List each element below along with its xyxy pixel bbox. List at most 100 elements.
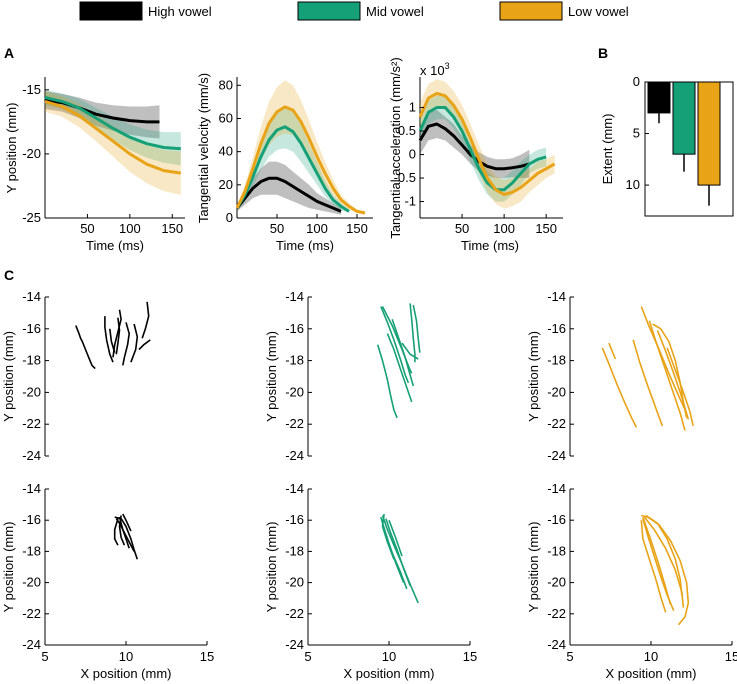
y-axis-label: Extent (mm): [600, 114, 615, 185]
x-tick-label: 15: [463, 649, 477, 664]
trajectory-line: [381, 523, 405, 583]
trajectory-line: [138, 339, 151, 351]
trajectory-line: [648, 320, 686, 431]
y-tick-label: -18: [547, 353, 566, 368]
trajectory-line: [118, 516, 130, 549]
x-axis-label: Time (ms): [276, 238, 334, 253]
series-line-low: [418, 91, 556, 196]
trajectory-line: [401, 342, 419, 360]
panel-label-c: C: [4, 267, 14, 283]
x-tick-label: 15: [725, 649, 737, 664]
band-low: [420, 79, 555, 209]
y-tick-label: 0: [409, 147, 416, 162]
x-tick-label: 100: [119, 221, 141, 236]
legend-label-high: High vowel: [148, 4, 212, 19]
trajectory-line: [109, 328, 116, 353]
x-tick-label: 10: [382, 649, 396, 664]
y-tick-label: -22: [22, 606, 41, 621]
y-tick-label: -20: [285, 575, 304, 590]
y-tick-label: -15: [22, 82, 41, 97]
y-tick-label: 5: [633, 126, 640, 141]
trajectory-line: [391, 319, 415, 387]
y-tick-label: -14: [285, 289, 304, 304]
y-tick-label: -20: [285, 384, 304, 399]
y-tick-label: -22: [547, 416, 566, 431]
panel-label-a: A: [4, 45, 14, 61]
band-low: [237, 80, 365, 215]
trajectory-line: [645, 514, 683, 596]
y-tick-label: 0.5: [398, 123, 416, 138]
y-tick-label: 20: [219, 177, 233, 192]
trajectory-panel-high-1: -14 -16 -18 -20 -22 -24 Y position (mm) 5 10 15 X …: [1, 481, 214, 681]
y-tick-label: -20: [547, 384, 566, 399]
series-line-mid: [44, 96, 181, 151]
trajectory-line: [75, 325, 96, 370]
y-tick-label: -16: [285, 321, 304, 336]
trajectory-line: [130, 323, 139, 363]
x-tick-label: 5: [566, 649, 573, 664]
y-tick-label: -20: [22, 146, 41, 161]
series-line-high: [235, 176, 342, 213]
y-tick-label: 0: [226, 210, 233, 225]
y-tick-label: -16: [285, 512, 304, 527]
y-tick-label: 0: [633, 74, 640, 89]
y-position-chart: 50 100 150 -15 -20 -25 Y position (mm) Time (…: [4, 77, 185, 253]
y-tick-label: -24: [22, 448, 41, 463]
tangential-acceleration-chart: 50 100 150 1 0.5 0 -0.5 -1 Tangential accelerat…: [388, 57, 563, 253]
trajectory-line: [608, 342, 617, 360]
y-tick-label: -22: [547, 606, 566, 621]
legend-swatch-low: [499, 1, 563, 21]
x-tick-label: 10: [119, 649, 133, 664]
axis-multiplier-exponent: 3: [445, 61, 450, 71]
series-line-low: [235, 105, 366, 215]
extent-bar-chart: 0 5 10 Extent (mm): [600, 74, 734, 217]
bar-mid: [672, 81, 696, 155]
y-tick-label: -14: [22, 481, 41, 496]
y-tick-label: -14: [285, 481, 304, 496]
panel-label-b: B: [598, 45, 608, 61]
axis-multiplier: x 103: [420, 61, 450, 78]
x-tick-label: 15: [200, 649, 214, 664]
y-tick-label: 40: [219, 144, 233, 159]
tangential-velocity-chart: 50 100 150 0 20 40 60 80 Tangential velocity (m…: [196, 73, 373, 253]
trajectory-charts: -14 -16 -18 -20 -22 -24 Y position (mm) -14 -16 -…: [1, 289, 737, 681]
trajectory-line: [104, 316, 114, 363]
trajectory-line: [601, 347, 638, 428]
y-tick-label: -1: [404, 194, 416, 209]
trajectory-line: [640, 520, 667, 613]
x-tick-label: 100: [493, 221, 515, 236]
x-tick-label: 10: [644, 649, 658, 664]
y-axis-label: Y position (mm): [526, 522, 541, 613]
x-tick-label: 150: [346, 221, 368, 236]
y-axis-label: Y position (mm): [264, 522, 279, 613]
y-tick-label: -14: [22, 289, 41, 304]
y-tick-label: -18: [285, 353, 304, 368]
axis-multiplier-base: x 10: [420, 63, 445, 78]
y-tick-label: -24: [285, 637, 304, 652]
y-axis-label: Tangential velocity (mm/s): [196, 73, 211, 223]
y-tick-label: -24: [547, 448, 566, 463]
trajectory-line: [122, 322, 130, 366]
y-tick-label: -24: [22, 637, 41, 652]
trajectory-line: [385, 518, 411, 586]
legend-label-mid: Mid vowel: [366, 4, 424, 19]
y-tick-label: -18: [285, 543, 304, 558]
trajectory-panel-low-1: -14 -16 -18 -20 -22 -24 Y position (mm) 5 10 15 X …: [526, 481, 737, 681]
y-tick-label: -20: [22, 575, 41, 590]
x-tick-label: 150: [535, 221, 557, 236]
x-tick-label: 50: [270, 221, 284, 236]
y-tick-label: -22: [285, 416, 304, 431]
x-tick-label: 5: [304, 649, 311, 664]
x-tick-label: 50: [80, 221, 94, 236]
y-tick-label: -18: [22, 543, 41, 558]
trajectory-panel-mid-1: -14 -16 -18 -20 -22 -24 Y position (mm) 5 10 15 X …: [264, 481, 477, 681]
trajectory-line: [642, 516, 672, 605]
bar-low: [697, 81, 721, 186]
bar-high: [647, 81, 671, 114]
trajectory-line: [412, 304, 421, 353]
legend-swatch-high: [79, 1, 143, 21]
x-tick-label: 100: [306, 221, 328, 236]
trajectory-line: [118, 515, 126, 546]
y-tick-label: -0.5: [394, 170, 416, 185]
x-axis-label: Time (ms): [86, 238, 144, 253]
